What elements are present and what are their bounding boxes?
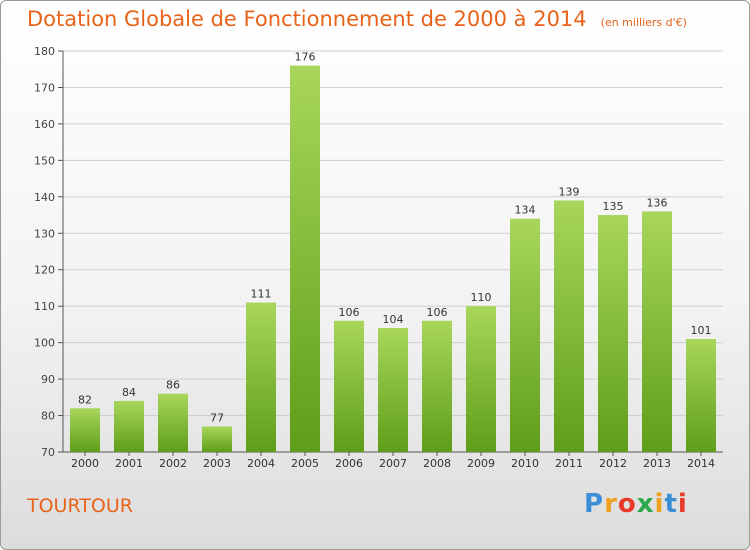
bar-2011 — [554, 200, 584, 452]
bar-2005 — [290, 65, 320, 452]
bar-value-label: 86 — [166, 379, 180, 392]
y-tick-label: 110 — [34, 300, 55, 313]
x-tick-label: 2000 — [71, 457, 99, 470]
bar-2013 — [642, 211, 672, 452]
y-tick-label: 160 — [34, 118, 55, 131]
x-tick-label: 2007 — [379, 457, 407, 470]
x-tick-label: 2011 — [555, 457, 583, 470]
bar-value-label: 135 — [603, 200, 624, 213]
x-tick-label: 2010 — [511, 457, 539, 470]
bar-2014 — [686, 338, 716, 452]
y-tick-label: 180 — [34, 45, 55, 58]
bar-2002 — [158, 393, 188, 452]
bar-2009 — [466, 306, 496, 452]
bar-2008 — [422, 320, 452, 452]
x-tick-label: 2004 — [247, 457, 275, 470]
bar-value-label: 106 — [339, 306, 360, 319]
x-tick-label: 2001 — [115, 457, 143, 470]
logo-letter: i — [677, 489, 688, 519]
bar-value-label: 84 — [122, 386, 136, 399]
logo-letter: o — [617, 489, 637, 519]
bar-2006 — [334, 320, 364, 452]
chart-unit: (en milliers d'€) — [600, 16, 687, 29]
bar-value-label: 77 — [210, 411, 224, 424]
bar-value-label: 111 — [251, 288, 272, 301]
logo-letter: P — [584, 489, 605, 519]
bar-value-label: 136 — [647, 196, 668, 209]
y-tick-label: 150 — [34, 154, 55, 167]
bar-value-label: 110 — [471, 291, 492, 304]
bar-2003 — [202, 426, 232, 452]
bar-value-label: 139 — [559, 185, 580, 198]
bar-value-label: 176 — [295, 51, 316, 64]
bar-2004 — [246, 302, 276, 452]
bar-value-label: 101 — [691, 324, 712, 337]
x-tick-label: 2008 — [423, 457, 451, 470]
bar-value-label: 104 — [383, 313, 404, 326]
logo-letter: x — [636, 489, 655, 519]
x-tick-label: 2006 — [335, 457, 363, 470]
city-name: TOURTOUR — [27, 495, 133, 517]
y-tick-label: 90 — [41, 373, 55, 386]
bar-2010 — [510, 218, 540, 452]
x-tick-label: 2005 — [291, 457, 319, 470]
logo-letter: t — [664, 489, 678, 519]
y-tick-label: 100 — [34, 337, 55, 350]
x-tick-label: 2014 — [687, 457, 715, 470]
bar-value-label: 82 — [78, 393, 92, 406]
x-tick-label: 2009 — [467, 457, 495, 470]
chart-title: Dotation Globale de Fonctionnement de 20… — [27, 7, 587, 31]
y-tick-label: 140 — [34, 191, 55, 204]
y-tick-label: 80 — [41, 410, 55, 423]
chart-title-block: Dotation Globale de Fonctionnement de 20… — [27, 7, 687, 31]
bar-value-label: 134 — [515, 204, 536, 217]
bar-2007 — [378, 328, 408, 452]
logo-letter: r — [604, 489, 618, 519]
bar-2000 — [70, 408, 100, 452]
proxiti-logo: Proxiti — [584, 489, 688, 519]
bar-2012 — [598, 215, 628, 452]
logo-letter: i — [654, 489, 665, 519]
bar-2001 — [114, 400, 144, 452]
x-tick-label: 2003 — [203, 457, 231, 470]
bar-layer: 82 84 86 77 111 176 106 104 106 110 134 139 135 136 10… — [70, 51, 716, 452]
y-tick-label: 170 — [34, 81, 55, 94]
x-tick-label: 2002 — [159, 457, 187, 470]
y-tick-label: 70 — [41, 446, 55, 459]
bar-value-label: 106 — [427, 306, 448, 319]
y-tick-label: 130 — [34, 227, 55, 240]
x-tick-label: 2013 — [643, 457, 671, 470]
y-tick-label: 120 — [34, 264, 55, 277]
x-tick-label: 2012 — [599, 457, 627, 470]
